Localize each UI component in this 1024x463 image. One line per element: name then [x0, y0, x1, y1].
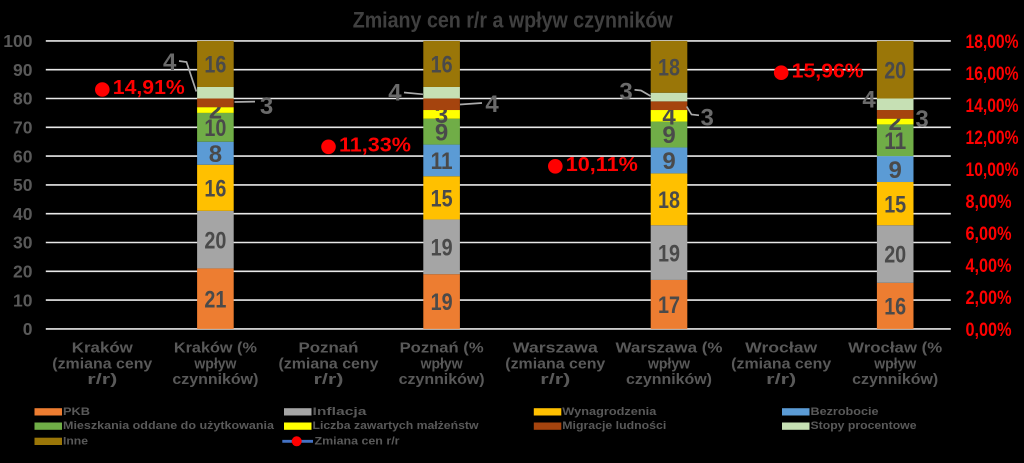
- svg-text:3: 3: [619, 79, 632, 106]
- svg-text:8: 8: [209, 141, 222, 168]
- svg-text:PKB: PKB: [63, 406, 90, 418]
- svg-text:15: 15: [884, 191, 906, 218]
- svg-text:16: 16: [884, 294, 906, 321]
- svg-text:20: 20: [204, 227, 226, 254]
- svg-text:15,96%: 15,96%: [792, 60, 864, 82]
- svg-text:3: 3: [701, 105, 714, 132]
- svg-text:4: 4: [388, 79, 402, 106]
- svg-text:18: 18: [658, 55, 680, 82]
- svg-text:10,11%: 10,11%: [566, 154, 638, 176]
- svg-text:Inflacja: Inflacja: [313, 406, 368, 418]
- svg-text:10: 10: [204, 115, 226, 142]
- svg-text:Bezrobocie: Bezrobocie: [811, 406, 879, 418]
- svg-text:4: 4: [662, 104, 676, 131]
- svg-text:17: 17: [658, 292, 680, 319]
- svg-text:Wrocław: Wrocław: [745, 341, 818, 357]
- svg-text:19: 19: [431, 235, 453, 262]
- svg-text:19: 19: [431, 289, 453, 316]
- svg-text:r/r): r/r): [314, 372, 344, 388]
- svg-text:Poznań: Poznań: [299, 341, 359, 357]
- svg-text:16: 16: [431, 52, 453, 79]
- svg-text:4: 4: [862, 87, 876, 114]
- svg-text:40: 40: [13, 204, 33, 224]
- svg-text:Zmiana cen r/r: Zmiana cen r/r: [315, 435, 401, 447]
- svg-text:(zmiana ceny: (zmiana ceny: [505, 356, 605, 372]
- svg-text:czynników): czynników): [626, 372, 712, 388]
- svg-text:20: 20: [884, 242, 906, 269]
- svg-text:16,00%: 16,00%: [966, 63, 1019, 85]
- svg-text:20: 20: [13, 262, 33, 282]
- svg-text:80: 80: [13, 89, 33, 109]
- svg-text:10: 10: [13, 290, 33, 310]
- svg-text:60: 60: [13, 146, 33, 166]
- svg-text:Kraków (%: Kraków (%: [174, 341, 257, 357]
- svg-text:3: 3: [915, 106, 928, 133]
- svg-text:11: 11: [884, 128, 906, 155]
- svg-text:r/r): r/r): [766, 372, 796, 388]
- svg-text:9: 9: [889, 157, 902, 184]
- svg-text:14,91%: 14,91%: [113, 77, 185, 99]
- svg-text:Zmiany cen r/r a wpływ czynnik: Zmiany cen r/r a wpływ czynników: [353, 8, 674, 33]
- svg-text:Migracje ludności: Migracje ludności: [562, 420, 666, 432]
- svg-text:18: 18: [658, 187, 680, 214]
- svg-text:11: 11: [431, 148, 453, 175]
- svg-text:21: 21: [204, 286, 226, 313]
- svg-text:15: 15: [431, 186, 453, 213]
- svg-text:9: 9: [435, 119, 448, 146]
- svg-text:0,00%: 0,00%: [966, 319, 1012, 341]
- svg-text:50: 50: [13, 175, 33, 195]
- svg-text:6,00%: 6,00%: [966, 223, 1012, 245]
- svg-text:(zmiana ceny: (zmiana ceny: [279, 356, 379, 372]
- svg-text:czynników): czynników): [399, 372, 485, 388]
- svg-text:Kraków: Kraków: [72, 341, 134, 357]
- svg-text:Mieszkania oddane do użytkowan: Mieszkania oddane do użytkowania: [63, 420, 275, 432]
- svg-text:30: 30: [13, 233, 33, 253]
- svg-text:czynników): czynników): [852, 372, 938, 388]
- svg-text:70: 70: [13, 118, 33, 138]
- svg-text:12,00%: 12,00%: [966, 127, 1019, 149]
- svg-text:4: 4: [163, 49, 177, 76]
- svg-text:4,00%: 4,00%: [966, 255, 1012, 277]
- svg-text:8,00%: 8,00%: [966, 191, 1012, 213]
- svg-text:16: 16: [204, 176, 226, 203]
- svg-text:Wynagrodzenia: Wynagrodzenia: [562, 406, 657, 418]
- svg-text:(zmiana ceny: (zmiana ceny: [731, 356, 831, 372]
- svg-text:20: 20: [884, 57, 906, 84]
- svg-text:wpływ: wpływ: [420, 356, 464, 372]
- svg-text:wpływ: wpływ: [873, 356, 917, 372]
- svg-text:9: 9: [662, 148, 675, 175]
- svg-text:4: 4: [485, 91, 499, 118]
- svg-text:czynników): czynników): [172, 372, 258, 388]
- svg-text:Inne: Inne: [63, 435, 88, 447]
- svg-text:Wrocław (%: Wrocław (%: [848, 341, 942, 357]
- svg-text:Warszawa: Warszawa: [513, 341, 599, 357]
- svg-text:10,00%: 10,00%: [966, 159, 1019, 181]
- svg-text:3: 3: [260, 93, 273, 120]
- svg-text:wpływ: wpływ: [193, 356, 237, 372]
- svg-text:wpływ: wpływ: [647, 356, 691, 372]
- svg-text:r/r): r/r): [87, 372, 117, 388]
- svg-text:2,00%: 2,00%: [966, 287, 1012, 309]
- svg-text:11,33%: 11,33%: [339, 134, 411, 156]
- svg-text:Poznań (%: Poznań (%: [400, 341, 484, 357]
- svg-text:(zmiana ceny: (zmiana ceny: [52, 356, 152, 372]
- svg-text:Liczba zawartych małżeństw: Liczba zawartych małżeństw: [313, 420, 479, 432]
- svg-text:0: 0: [23, 319, 33, 339]
- svg-text:Warszawa (%: Warszawa (%: [616, 341, 723, 357]
- svg-text:r/r): r/r): [540, 372, 570, 388]
- svg-text:19: 19: [658, 240, 680, 267]
- svg-text:18,00%: 18,00%: [966, 31, 1019, 53]
- svg-text:90: 90: [13, 60, 33, 80]
- svg-text:Stopy procentowe: Stopy procentowe: [811, 420, 917, 432]
- svg-text:16: 16: [204, 52, 226, 79]
- svg-text:9: 9: [662, 122, 675, 149]
- svg-text:100: 100: [3, 31, 32, 51]
- svg-text:14,00%: 14,00%: [966, 95, 1019, 117]
